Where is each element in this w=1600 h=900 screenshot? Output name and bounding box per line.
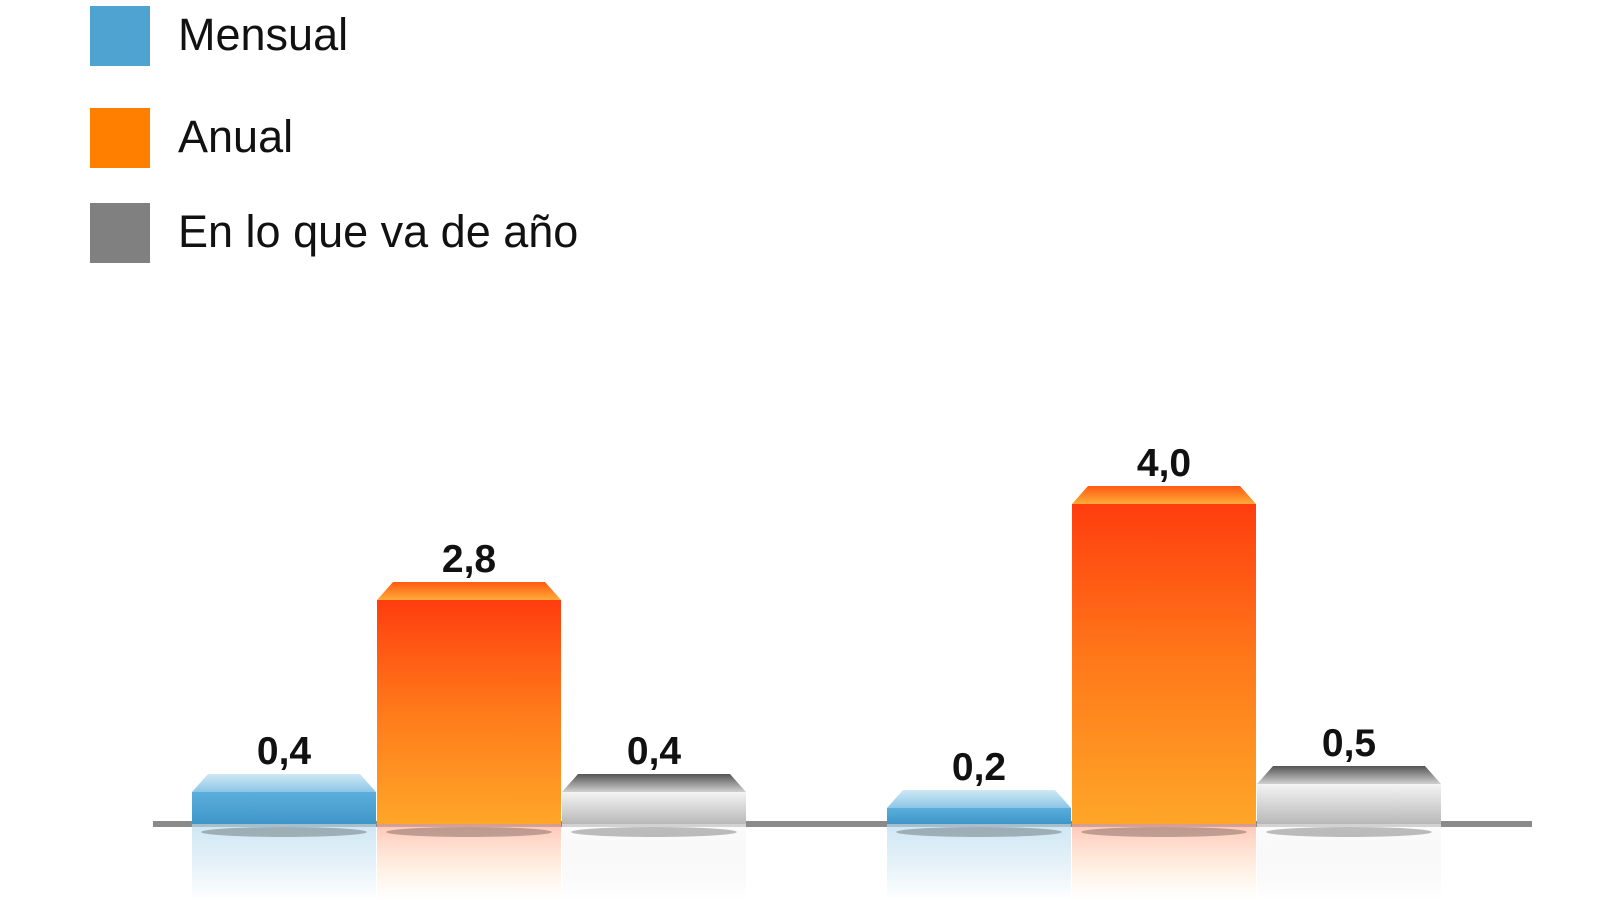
bar <box>562 792 746 824</box>
bar-shadow <box>896 827 1062 837</box>
value-label: 0,4 <box>257 730 312 773</box>
legend-label: Mensual <box>178 9 348 60</box>
bar-reflection-fade <box>887 824 1071 900</box>
bar-reflection-fade <box>1257 824 1441 900</box>
bar <box>377 600 561 824</box>
bar-shadow <box>1081 827 1247 837</box>
bar-bevel <box>377 582 561 600</box>
bar-shadow <box>201 827 367 837</box>
bar <box>192 792 376 824</box>
bar-reflection-fade <box>562 824 746 900</box>
value-label: 0,5 <box>1322 722 1376 765</box>
bar-bevel <box>192 774 376 792</box>
legend-swatch <box>90 108 150 168</box>
bar-reflection-fade <box>1072 824 1256 900</box>
bar-reflection-fade <box>377 824 561 900</box>
bar-bevel <box>1257 766 1441 784</box>
bar <box>1072 504 1256 824</box>
bar-bevel <box>562 774 746 792</box>
bar-shadow <box>386 827 552 837</box>
value-label: 2,8 <box>442 538 496 581</box>
value-label: 0,2 <box>952 746 1006 789</box>
bar <box>1257 784 1441 824</box>
bar-bevel <box>887 790 1071 808</box>
legend-label: En lo que va de año <box>178 206 578 257</box>
value-label: 0,4 <box>627 730 682 773</box>
bar-bevel <box>1072 486 1256 504</box>
value-label: 4,0 <box>1137 442 1191 485</box>
legend-swatch <box>90 6 150 66</box>
legend-swatch <box>90 203 150 263</box>
bar-reflection-fade <box>192 824 376 900</box>
bar-shadow <box>1266 827 1432 837</box>
bar-shadow <box>571 827 737 837</box>
bar <box>887 808 1071 824</box>
legend-label: Anual <box>178 111 293 162</box>
